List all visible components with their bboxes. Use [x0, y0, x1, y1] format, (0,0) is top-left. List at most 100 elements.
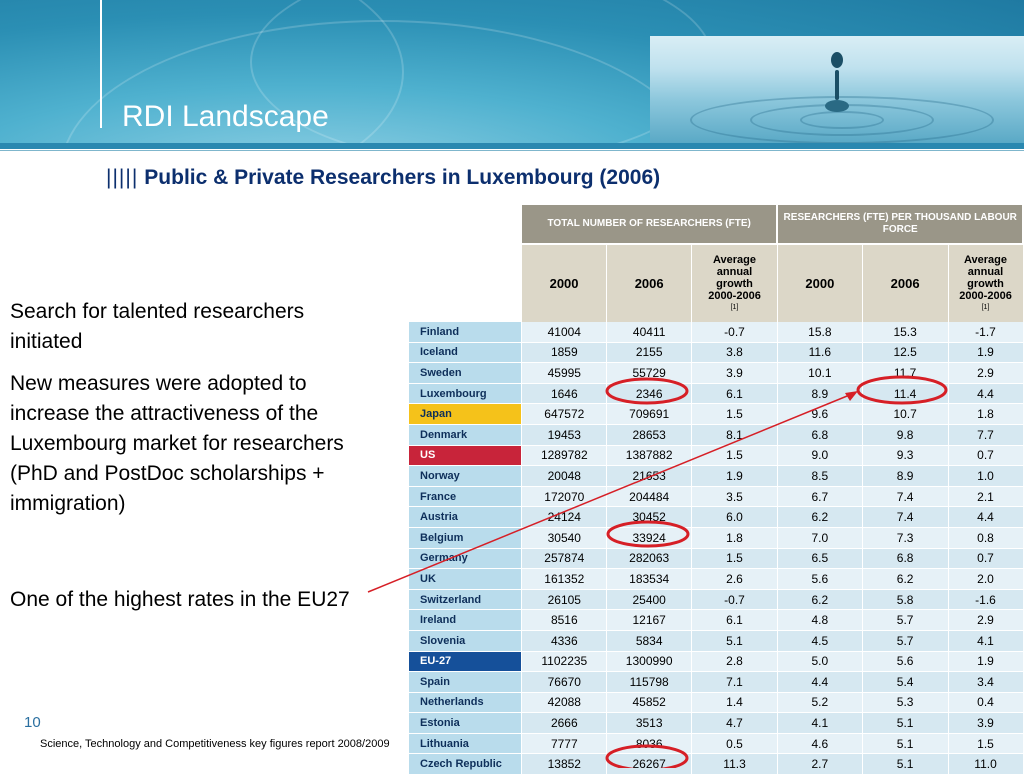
value-cell: 33924	[606, 527, 693, 549]
value-cell: 1102235	[521, 651, 608, 673]
value-cell: 20048	[521, 465, 608, 487]
value-cell: 3.9	[691, 362, 778, 384]
country-cell: Estonia	[409, 712, 523, 734]
table-row: Estonia 2666 3513 4.7 4.1 5.1 3.9	[409, 712, 1024, 734]
value-cell: 1.8	[948, 403, 1024, 425]
value-cell: 5.1	[862, 733, 949, 755]
value-cell: 2.9	[948, 362, 1024, 384]
table-row: Spain 76670 115798 7.1 4.4 5.4 3.4	[409, 671, 1024, 693]
country-cell: Spain	[409, 671, 523, 693]
ripple-ring	[800, 111, 884, 129]
country-cell: UK	[409, 568, 523, 590]
value-cell: 12167	[606, 609, 693, 631]
slide-title: RDI Landscape	[122, 100, 329, 133]
value-cell: 24124	[521, 506, 608, 528]
value-cell: 5.8	[862, 589, 949, 611]
value-cell: 5.7	[862, 630, 949, 652]
value-cell: 7.1	[691, 671, 778, 693]
value-cell: -0.7	[691, 589, 778, 611]
table-row: US 1289782 1387882 1.5 9.0 9.3 0.7	[409, 445, 1024, 467]
col-header-2006: 2006	[862, 243, 949, 322]
value-cell: 4.7	[691, 712, 778, 734]
value-cell: 1289782	[521, 445, 608, 467]
page-number: 10	[24, 714, 41, 731]
country-cell: Luxembourg	[409, 383, 523, 405]
country-cell: France	[409, 486, 523, 508]
value-cell: 6.7	[777, 486, 863, 508]
value-cell: 6.8	[862, 548, 949, 570]
value-cell: 1.5	[691, 445, 778, 467]
header-divider	[100, 0, 102, 128]
col-header-2006: 2006	[606, 243, 693, 322]
table-row: Czech Republic 13852 26267 11.3 2.7 5.1 11.0	[409, 753, 1024, 775]
value-cell: 6.2	[777, 589, 863, 611]
value-cell: 4.6	[777, 733, 863, 755]
value-cell: 9.6	[777, 403, 863, 425]
table-row: UK 161352 183534 2.6 5.6 6.2 2.0	[409, 568, 1024, 590]
country-cell: Slovenia	[409, 630, 523, 652]
ripple-ring	[690, 96, 994, 143]
value-cell: 172070	[521, 486, 608, 508]
table-row: Germany 257874 282063 1.5 6.5 6.8 0.7	[409, 548, 1024, 570]
value-cell: 15.8	[777, 322, 863, 343]
value-cell: 2.8	[691, 651, 778, 673]
country-cell: Czech Republic	[409, 753, 523, 775]
value-cell: 3.9	[948, 712, 1024, 734]
value-cell: 1.5	[691, 403, 778, 425]
value-cell: 7.3	[862, 527, 949, 549]
value-cell: 4.1	[948, 630, 1024, 652]
value-cell: 11.3	[691, 753, 778, 775]
value-cell: 1.4	[691, 692, 778, 714]
header-blank	[409, 205, 522, 244]
value-cell: 8516	[521, 609, 608, 631]
country-cell: Netherlands	[409, 692, 523, 714]
value-cell: 5.3	[862, 692, 949, 714]
value-cell: 3.4	[948, 671, 1024, 693]
table-row: Lithuania 7777 8036 0.5 4.6 5.1 1.5	[409, 733, 1024, 755]
bullet-highlight: One of the highest rates in the EU27	[10, 588, 350, 611]
value-cell: 6.1	[691, 383, 778, 405]
value-cell: 1.5	[948, 733, 1024, 755]
value-cell: 183534	[606, 568, 693, 590]
value-cell: 42088	[521, 692, 608, 714]
value-cell: 204484	[606, 486, 693, 508]
value-cell: -1.6	[948, 589, 1024, 611]
value-cell: 40411	[606, 322, 693, 343]
value-cell: 4.1	[777, 712, 863, 734]
value-cell: 30540	[521, 527, 608, 549]
country-cell: Switzerland	[409, 589, 523, 611]
country-cell: US	[409, 445, 523, 467]
table-row: Iceland 1859 2155 3.8 11.6 12.5 1.9	[409, 342, 1024, 364]
value-cell: 7.0	[777, 527, 863, 549]
value-cell: 4.5	[777, 630, 863, 652]
value-cell: 26105	[521, 589, 608, 611]
value-cell: 8.9	[777, 383, 863, 405]
value-cell: 7.7	[948, 424, 1024, 446]
bullet-item: New measures were adopted to increase th…	[10, 372, 344, 515]
value-cell: 2.1	[948, 486, 1024, 508]
value-cell: 8036	[606, 733, 693, 755]
country-cell: Japan	[409, 403, 523, 425]
header-separator-thin	[0, 150, 1024, 151]
country-cell: Sweden	[409, 362, 523, 384]
source-citation: Science, Technology and Competitiveness …	[40, 738, 390, 750]
value-cell: 4.4	[948, 383, 1024, 405]
value-cell: 11.6	[777, 342, 863, 364]
value-cell: 11.0	[948, 753, 1024, 775]
header-separator	[0, 143, 1024, 149]
value-cell: 45852	[606, 692, 693, 714]
value-cell: 6.5	[777, 548, 863, 570]
value-cell: -0.7	[691, 322, 778, 343]
country-cell: Norway	[409, 465, 523, 487]
value-cell: 6.0	[691, 506, 778, 528]
value-cell: 55729	[606, 362, 693, 384]
value-cell: 9.8	[862, 424, 949, 446]
heading-text: Public & Private Researchers in Luxembou…	[144, 166, 661, 189]
value-cell: 2666	[521, 712, 608, 734]
table-row: Finland 41004 40411 -0.7 15.8 15.3 -1.7	[409, 322, 1024, 343]
table-row: France 172070 204484 3.5 6.7 7.4 2.1	[409, 486, 1024, 508]
value-cell: 0.8	[948, 527, 1024, 549]
value-cell: 5.2	[777, 692, 863, 714]
value-cell: 3513	[606, 712, 693, 734]
value-cell: 1.0	[948, 465, 1024, 487]
